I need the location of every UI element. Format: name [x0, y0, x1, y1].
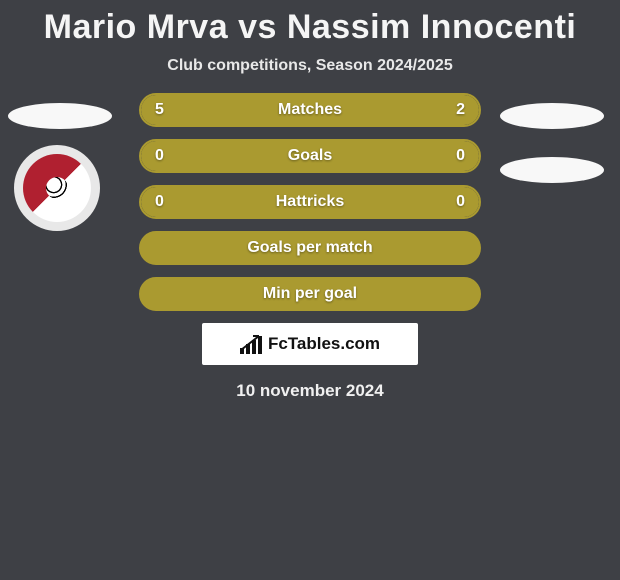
date-text: 10 november 2024 [0, 365, 620, 401]
branding-box: FcTables.com [202, 323, 418, 365]
arrow-up-icon [239, 332, 263, 356]
player-photo-placeholder-right [500, 103, 604, 129]
stat-row-goals: 0 Goals 0 [139, 139, 481, 173]
club-badge-placeholder-right [500, 157, 604, 183]
stat-bar-right [381, 95, 479, 125]
stat-label: Min per goal [263, 285, 357, 303]
page-title: Mario Mrva vs Nassim Innocenti [0, 0, 620, 51]
branding-text: FcTables.com [268, 334, 380, 354]
stat-row-min-per-goal: Min per goal [139, 277, 481, 311]
stat-bar-left [141, 141, 310, 171]
stat-bar-right [310, 187, 479, 217]
comparison-body: 5 Matches 2 0 Goals 0 [0, 93, 620, 311]
club-badge-left [14, 145, 100, 231]
stat-bar-left [141, 187, 310, 217]
bar-chart-icon [240, 334, 264, 354]
club-badge-ball-icon [46, 177, 68, 199]
stats-column: 5 Matches 2 0 Goals 0 [139, 93, 481, 311]
right-player-column [500, 93, 610, 183]
stat-row-matches: 5 Matches 2 [139, 93, 481, 127]
infographic-container: Mario Mrva vs Nassim Innocenti Club comp… [0, 0, 620, 401]
stat-row-goals-per-match: Goals per match [139, 231, 481, 265]
player-photo-placeholder-left [8, 103, 112, 129]
subtitle: Club competitions, Season 2024/2025 [0, 51, 620, 93]
stat-bar-right [310, 141, 479, 171]
left-player-column [8, 93, 118, 231]
stat-bar-left [141, 95, 381, 125]
stat-label: Goals per match [247, 239, 372, 257]
stat-row-hattricks: 0 Hattricks 0 [139, 185, 481, 219]
